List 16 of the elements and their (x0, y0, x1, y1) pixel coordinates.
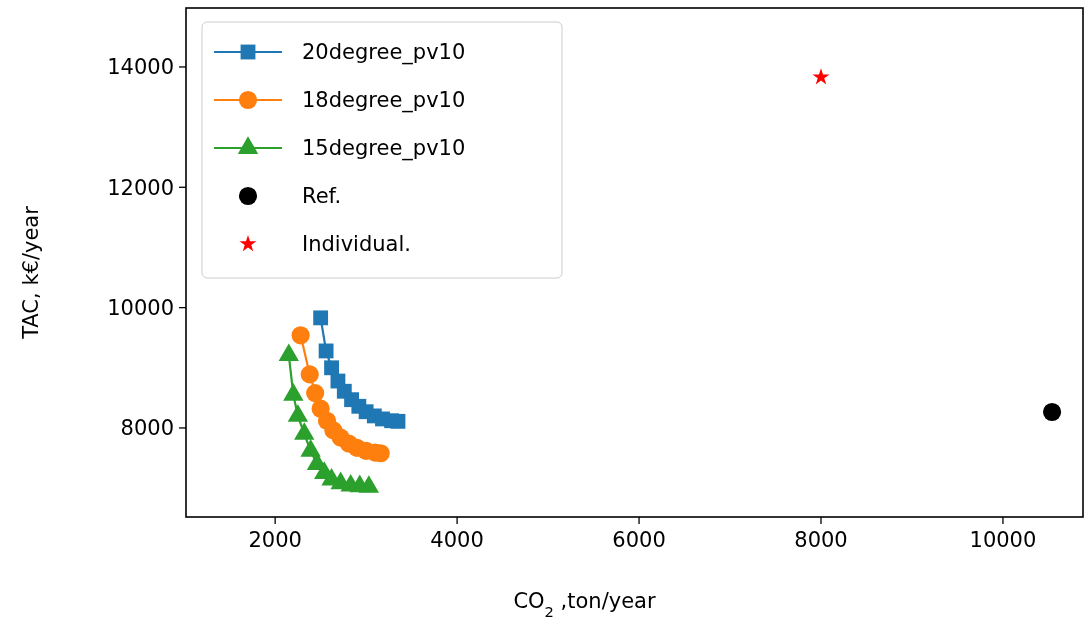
x-axis-title: CO$_{2}$ ,ton/year (513, 589, 656, 620)
legend-label: 18degree_pv10 (302, 88, 466, 114)
x-tick-label: 2000 (248, 528, 302, 552)
x-tick-label: 4000 (430, 528, 484, 552)
legend-label: 15degree_pv10 (302, 136, 466, 162)
y-axis-title: TAC, k€/year (19, 205, 43, 340)
legend-label: Ref. (302, 184, 342, 209)
legend-label: 20degree_pv10 (302, 40, 466, 66)
y-tick-label: 14000 (107, 55, 174, 80)
x-tick-label: 10000 (969, 528, 1037, 552)
x-tick-label: 6000 (612, 528, 666, 552)
x-tick-label: 8000 (794, 528, 848, 552)
y-tick-label: 12000 (107, 175, 174, 200)
y-tick-label: 8000 (120, 416, 174, 441)
legend-label: Individual. (302, 232, 411, 257)
y-tick-label: 10000 (107, 295, 174, 320)
